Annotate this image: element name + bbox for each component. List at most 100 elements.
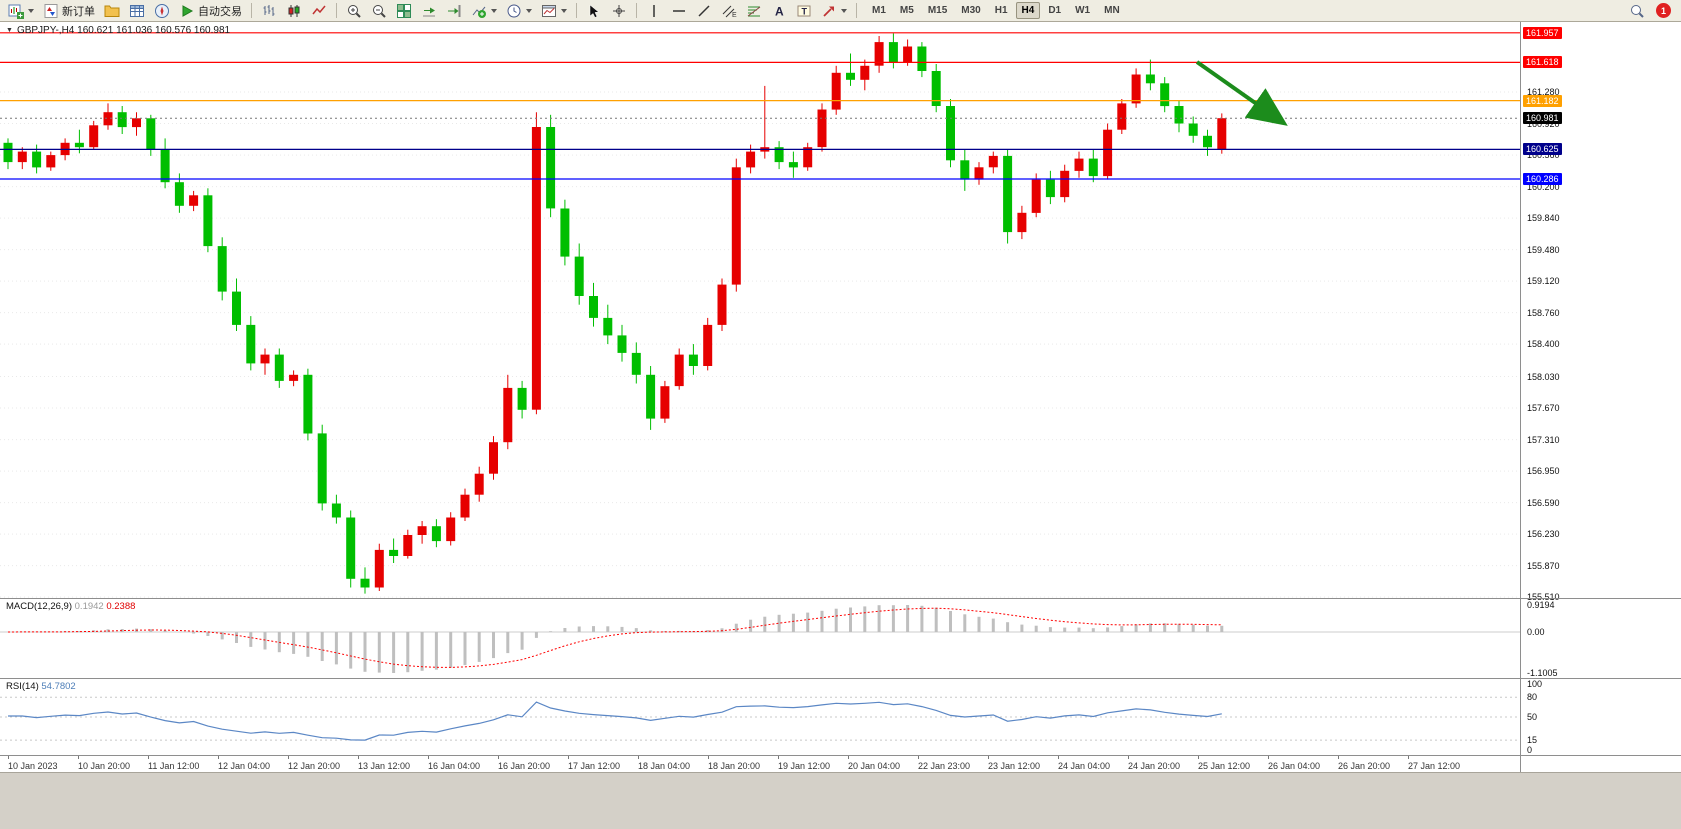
time-label: 22 Jan 23:00 — [918, 761, 971, 771]
candle — [460, 488, 470, 521]
dropdown-caret-icon — [841, 8, 847, 13]
candle — [788, 151, 798, 178]
svg-text:E: E — [732, 12, 737, 19]
new-order-button[interactable]: 新订单 — [39, 1, 99, 21]
time-axis[interactable]: 10 Jan 2023 10 Jan 20:00 11 Jan 12:00 12 Ja… — [0, 756, 1520, 772]
new-order-label: 新订单 — [62, 5, 95, 18]
text-button[interactable]: A — [767, 1, 791, 21]
candle — [389, 538, 399, 563]
auto-scroll-button[interactable] — [417, 1, 441, 21]
horizontal-line-button[interactable] — [667, 1, 691, 21]
status-area — [0, 772, 1681, 829]
chart-shift-button[interactable] — [442, 1, 466, 21]
time-tick — [148, 756, 149, 759]
candle — [688, 344, 698, 375]
tile-windows-button[interactable] — [392, 1, 416, 21]
timeframe-h4-button[interactable]: H4 — [1015, 2, 1041, 19]
trendline-button[interactable] — [692, 1, 716, 21]
time-tick — [428, 756, 429, 759]
new-order-icon — [44, 3, 58, 18]
panel-separator[interactable] — [0, 755, 1681, 756]
line-chart-button[interactable] — [307, 1, 331, 21]
chart-profiles-icon — [104, 5, 120, 17]
chart-window: ▼ GBPJPY-,H4 160.621 161.036 160.576 160.… — [0, 22, 1681, 772]
price-axis[interactable]: 161.280 160.920 160.560 160.200 159.840 159.4… — [1520, 22, 1681, 772]
market-watch-button[interactable] — [125, 1, 149, 21]
crosshair-button[interactable] — [607, 1, 631, 21]
dropdown-caret-icon — [526, 8, 532, 13]
price-tick-label: 159.840 — [1527, 213, 1560, 223]
rsi-panel[interactable] — [0, 679, 1520, 755]
candle — [489, 436, 498, 480]
time-label: 27 Jan 12:00 — [1408, 761, 1461, 771]
macd-panel[interactable] — [0, 599, 1520, 678]
new-chart-icon — [8, 4, 24, 19]
new-chart-button[interactable] — [4, 1, 38, 21]
candle — [903, 39, 913, 66]
text-label-button[interactable]: T — [792, 1, 816, 21]
time-label: 24 Jan 04:00 — [1058, 761, 1111, 771]
candle — [217, 237, 227, 301]
time-tick — [1268, 756, 1269, 759]
price-chart[interactable] — [0, 22, 1520, 598]
chart-menu-icon[interactable]: ▼ — [6, 27, 13, 34]
price-tick-label: 159.480 — [1527, 245, 1560, 255]
vertical-line-button[interactable] — [642, 1, 666, 21]
time-tick — [638, 756, 639, 759]
auto-scroll-icon — [423, 7, 435, 16]
navigator-button[interactable] — [150, 1, 174, 21]
trend-arrow[interactable] — [1195, 60, 1288, 126]
candle — [674, 348, 684, 390]
price-line-label: 161.182 — [1523, 95, 1562, 107]
cursor-button[interactable] — [582, 1, 606, 21]
candlestick-chart-button[interactable] — [282, 1, 306, 21]
candle — [774, 141, 784, 170]
timeframe-m30-button[interactable]: M30 — [961, 5, 981, 16]
panel-separator[interactable] — [0, 678, 1681, 679]
time-label: 11 Jan 12:00 — [148, 761, 200, 771]
timeframe-m5-button[interactable]: M5 — [899, 5, 914, 16]
periods-button[interactable] — [502, 1, 536, 21]
equidistant-channel-button[interactable]: E — [717, 1, 741, 21]
indicators-button[interactable] — [467, 1, 501, 21]
time-label: 13 Jan 12:00 — [358, 761, 411, 771]
fibonacci-button[interactable] — [742, 1, 766, 21]
panel-separator[interactable] — [0, 598, 1681, 599]
timeframe-d1-button[interactable]: D1 — [1048, 5, 1062, 16]
toolbar-separator — [856, 3, 857, 18]
bar-chart-button[interactable] — [257, 1, 281, 21]
candlestick-chart-icon — [288, 4, 300, 17]
timeframe-m15-button[interactable]: M15 — [927, 5, 948, 16]
candle — [717, 278, 727, 331]
candle — [3, 138, 13, 170]
timeframe-w1-button[interactable]: W1 — [1075, 5, 1091, 16]
timeframe-mn-button[interactable]: MN — [1104, 5, 1120, 16]
text-label-icon: T — [797, 5, 811, 16]
chart-profiles-button[interactable] — [100, 1, 124, 21]
time-label: 19 Jan 12:00 — [778, 761, 831, 771]
templates-button[interactable] — [537, 1, 571, 21]
macd-scale-label: 0.00 — [1527, 627, 1545, 637]
timeframe-m1-button[interactable]: M1 — [872, 5, 886, 16]
time-label: 16 Jan 20:00 — [498, 761, 551, 771]
notification-badge[interactable]: 1 — [1656, 3, 1671, 18]
arrows-button[interactable] — [817, 1, 851, 21]
periods-icon — [507, 4, 521, 17]
autotrading-button[interactable]: 自动交易 — [175, 1, 246, 21]
candle — [831, 65, 841, 115]
zoom-in-button[interactable] — [342, 1, 366, 21]
price-line-label: 160.625 — [1523, 143, 1562, 155]
time-tick — [918, 756, 919, 759]
candle — [660, 380, 670, 423]
candle — [917, 42, 927, 78]
bid-price-label: 160.981 — [1523, 112, 1562, 124]
candle — [417, 521, 427, 544]
zoom-out-button[interactable] — [367, 1, 391, 21]
timeframe-h1-button[interactable]: H1 — [994, 5, 1008, 16]
candle — [232, 278, 241, 331]
candle — [46, 151, 56, 171]
search-button[interactable] — [1625, 1, 1649, 21]
price-line-label: 161.957 — [1523, 27, 1562, 39]
time-tick — [498, 756, 499, 759]
candle — [860, 59, 870, 91]
